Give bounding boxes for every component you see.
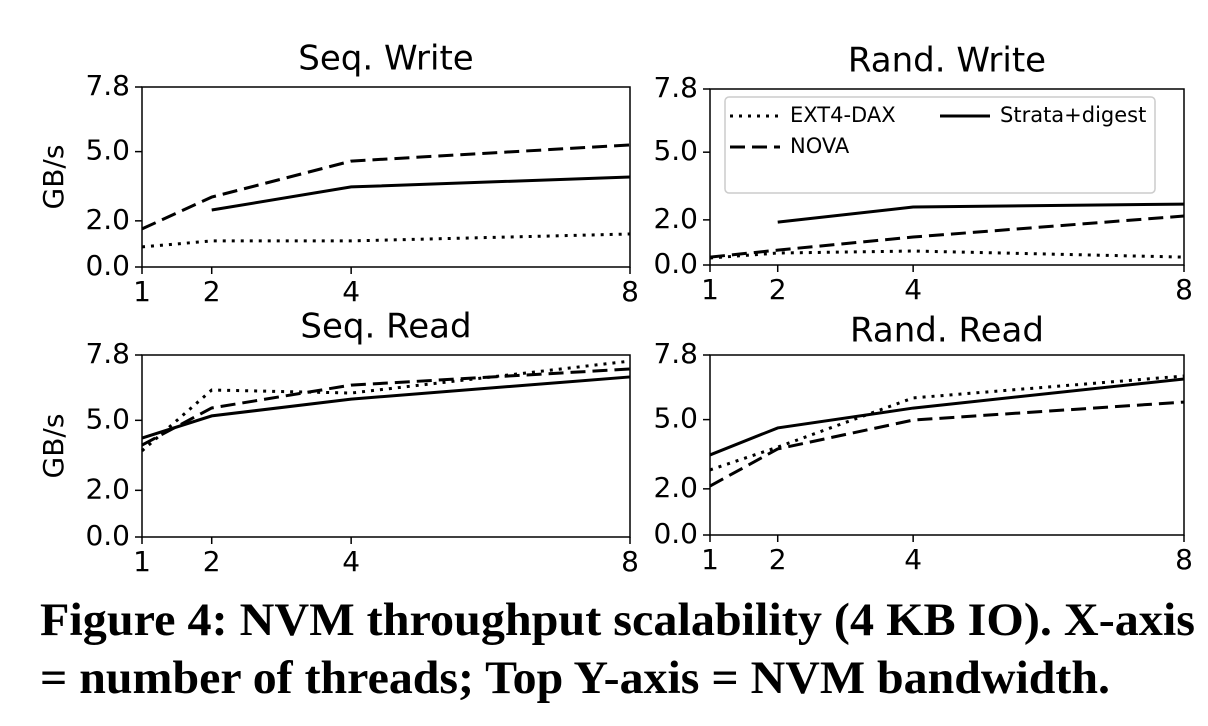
caption-line: Figure 4: NVM throughput scalability (4 … — [40, 594, 1195, 646]
series-line — [211, 175, 631, 212]
x-tick-label: 1 — [133, 275, 151, 308]
caption-line: = number of threads; Top Y-axis = NVM ba… — [40, 652, 1110, 704]
legend-label: EXT4-DAX — [790, 103, 896, 127]
x-tick-label: 2 — [769, 543, 787, 576]
x-tick-label: 2 — [769, 273, 787, 306]
series-line — [141, 367, 631, 447]
y-tick-label: 5.0 — [653, 402, 698, 435]
y-tick-label: 7.8 — [653, 337, 698, 370]
y-tick-label: 5.0 — [85, 402, 130, 435]
y-tick-label: 7.8 — [653, 71, 698, 104]
x-tick-label: 8 — [621, 545, 639, 578]
plot-frame — [141, 354, 631, 538]
series-line — [709, 214, 1185, 259]
series-line — [141, 143, 631, 231]
y-tick-label: 0.0 — [653, 517, 698, 550]
x-tick-label: 4 — [904, 543, 922, 576]
series-line — [709, 400, 1185, 488]
y-tick-label: 2.0 — [653, 202, 698, 235]
y-tick-label: 2.0 — [653, 471, 698, 504]
y-tick-label: 0.0 — [653, 247, 698, 280]
series-line — [709, 374, 1185, 472]
x-tick-label: 8 — [621, 275, 639, 308]
x-tick-label: 2 — [203, 275, 221, 308]
y-tick-label: 7.8 — [85, 337, 130, 370]
series-line — [141, 232, 631, 249]
series-line — [141, 359, 631, 453]
y-tick-label: 2.0 — [85, 472, 130, 505]
y-tick-label: 5.0 — [653, 134, 698, 167]
chart-title: Rand. Write — [848, 41, 1046, 81]
legend-box — [724, 96, 1156, 194]
x-tick-label: 1 — [701, 543, 719, 576]
series-line — [709, 377, 1185, 457]
plot-frame — [709, 88, 1185, 266]
y-tick-label: 0.0 — [85, 519, 130, 552]
x-tick-label: 8 — [1175, 273, 1193, 306]
plot-frame — [709, 354, 1185, 536]
legend-label: Strata+digest — [1000, 103, 1146, 127]
series-line — [777, 202, 1185, 224]
x-tick-label: 4 — [342, 275, 360, 308]
y-tick-label: 5.0 — [85, 134, 130, 167]
series-line — [141, 375, 631, 440]
x-tick-label: 1 — [133, 545, 151, 578]
x-tick-label: 1 — [701, 273, 719, 306]
x-tick-label: 8 — [1175, 543, 1193, 576]
chart-title: Seq. Write — [298, 39, 473, 79]
y-axis-label: GB/s — [37, 145, 70, 210]
x-tick-label: 4 — [342, 545, 360, 578]
y-tick-label: 0.0 — [85, 249, 130, 282]
legend-label: NOVA — [790, 134, 850, 158]
plot-frame — [141, 86, 631, 268]
x-tick-label: 2 — [203, 545, 221, 578]
y-tick-label: 2.0 — [85, 203, 130, 236]
chart-title: Rand. Read — [850, 311, 1044, 351]
series-line — [709, 249, 1185, 260]
chart-title: Seq. Read — [300, 307, 471, 347]
y-axis-label: GB/s — [37, 414, 70, 479]
y-tick-label: 7.8 — [85, 69, 130, 102]
x-tick-label: 4 — [904, 273, 922, 306]
